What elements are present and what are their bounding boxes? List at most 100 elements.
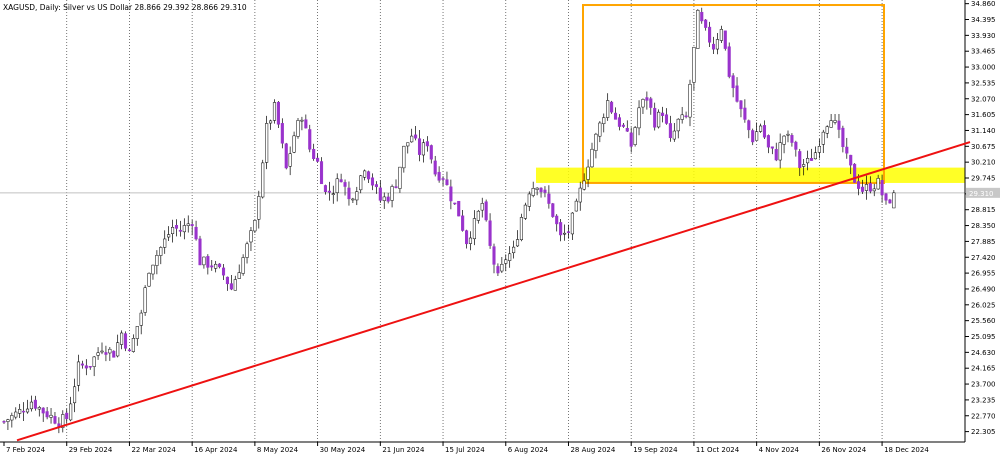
bear-candle <box>425 141 429 147</box>
bull-candle <box>892 192 896 209</box>
bull-candle <box>594 133 598 151</box>
y-tick-label: 31.605 <box>971 111 996 119</box>
bear-candle <box>2 421 6 423</box>
bull-candle <box>182 225 186 233</box>
bear-candle <box>555 215 559 225</box>
bear-candle <box>751 130 755 143</box>
y-tick-label: 34.395 <box>971 16 996 24</box>
bull-candle <box>390 186 394 201</box>
bull-candle <box>782 135 786 145</box>
bear-candle <box>711 43 716 50</box>
bull-candle <box>241 257 245 274</box>
bull-candle <box>527 193 531 207</box>
y-tick-label: 29.745 <box>971 175 996 183</box>
x-tick-label: 19 Sep 2024 <box>633 446 678 454</box>
y-tick-label: 32.535 <box>971 79 996 87</box>
y-tick-label: 26.490 <box>971 285 996 293</box>
bull-candle <box>519 217 523 241</box>
x-tick-label: 6 Aug 2024 <box>508 446 549 454</box>
bear-candle <box>790 135 794 143</box>
x-tick-label: 16 Apr 2024 <box>194 446 238 454</box>
bear-candle <box>837 120 841 130</box>
bear-candle <box>488 220 492 246</box>
bull-candle <box>504 259 508 264</box>
chart-frame <box>0 0 966 443</box>
bear-candle <box>449 186 453 202</box>
bear-candle <box>218 263 222 268</box>
bull-candle <box>363 170 367 178</box>
bull-candle <box>25 408 30 413</box>
y-tick-label: 28.815 <box>971 206 996 214</box>
bear-candle <box>649 98 653 108</box>
bull-candle <box>676 118 680 132</box>
candles <box>2 7 896 434</box>
bear-candle <box>668 123 672 139</box>
y-tick-label: 25.560 <box>971 317 996 325</box>
bear-candle <box>857 181 861 189</box>
bull-candle <box>135 326 139 339</box>
resistance-zone <box>536 167 965 183</box>
y-tick-label: 33.465 <box>971 48 996 56</box>
bull-candle <box>253 219 257 232</box>
y-tick-label: 24.165 <box>971 365 996 373</box>
y-tick-label: 27.885 <box>971 238 996 246</box>
bear-candle <box>198 238 202 266</box>
bear-candle <box>617 117 621 127</box>
bear-candle <box>65 412 69 420</box>
x-tick-label: 11 Oct 2024 <box>696 446 740 454</box>
x-tick-label: 15 Jul 2024 <box>445 446 485 454</box>
bull-candle <box>186 223 190 226</box>
bull-candle <box>14 411 18 418</box>
bear-candle <box>84 365 88 369</box>
y-tick-label: 26.955 <box>971 270 996 278</box>
bear-candle <box>610 101 614 113</box>
bull-candle <box>159 247 163 256</box>
bull-candle <box>535 187 539 190</box>
bear-candle <box>206 256 210 268</box>
vertical-gridlines <box>0 0 965 442</box>
bull-candle <box>355 191 359 201</box>
bull-candle <box>606 100 610 118</box>
bear-candle <box>845 146 849 154</box>
y-tick-label: 22.770 <box>971 412 996 420</box>
bull-candle <box>359 175 363 191</box>
x-tick-label: 18 Dec 2024 <box>884 446 929 454</box>
y-axis: 34.860 34.395 33.930 33.465 33.000 32.535 32.0… <box>965 0 1000 436</box>
bear-candle <box>312 148 316 160</box>
y-tick-label: 23.700 <box>971 381 996 389</box>
bull-candle <box>49 414 53 418</box>
bear-candle <box>378 187 382 201</box>
bull-candle <box>480 203 484 211</box>
bear-candle <box>386 196 390 202</box>
bull-candle <box>778 142 782 161</box>
bull-candle <box>233 279 237 291</box>
bear-candle <box>621 124 625 127</box>
bear-candle <box>809 158 814 161</box>
bear-candle <box>700 11 704 22</box>
bear-candle <box>316 157 320 162</box>
bear-candle <box>323 185 327 192</box>
bull-candle <box>245 243 249 258</box>
bull-candle <box>406 142 410 147</box>
bull-candle <box>261 162 265 198</box>
bear-candle <box>453 202 457 205</box>
bull-candle <box>876 178 880 190</box>
bull-candle <box>402 145 406 169</box>
bear-candle <box>684 115 688 118</box>
bear-candle <box>284 143 288 169</box>
bear-candle <box>304 119 308 129</box>
bear-candle <box>280 123 284 144</box>
bull-candle <box>719 29 723 41</box>
bear-candle <box>112 350 116 358</box>
bear-candle <box>104 352 108 355</box>
x-tick-label: 28 Aug 2024 <box>570 446 615 454</box>
bear-candle <box>127 349 131 352</box>
bear-candle <box>327 190 331 193</box>
bull-candle <box>512 246 516 254</box>
symbol-header: XAGUSD, Daily: Silver vs US Dollar 28.86… <box>3 3 247 12</box>
bull-candle <box>582 180 586 190</box>
bull-candle <box>300 119 304 122</box>
bear-candle <box>190 224 194 227</box>
bull-candle <box>864 184 868 191</box>
